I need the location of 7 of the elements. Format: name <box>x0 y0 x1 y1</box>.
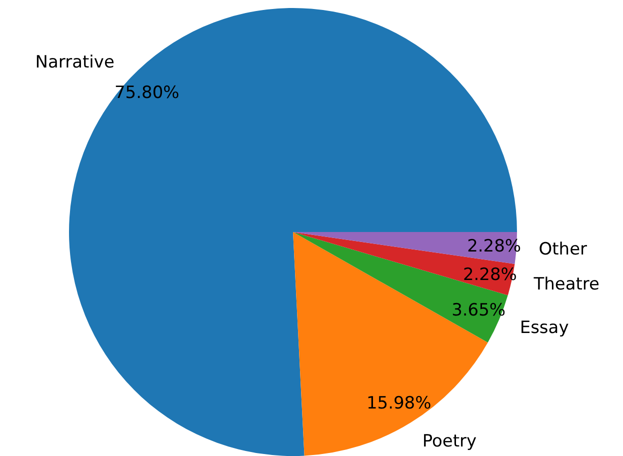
slice-label: Theatre <box>532 274 600 295</box>
slice-label: Essay <box>520 318 569 338</box>
slice-label: Other <box>538 240 588 260</box>
slice-label: Narrative <box>35 52 114 72</box>
slice-label: Poetry <box>422 432 477 452</box>
data-label: 75.80% <box>114 83 180 104</box>
data-label: 15.98% <box>366 394 432 414</box>
